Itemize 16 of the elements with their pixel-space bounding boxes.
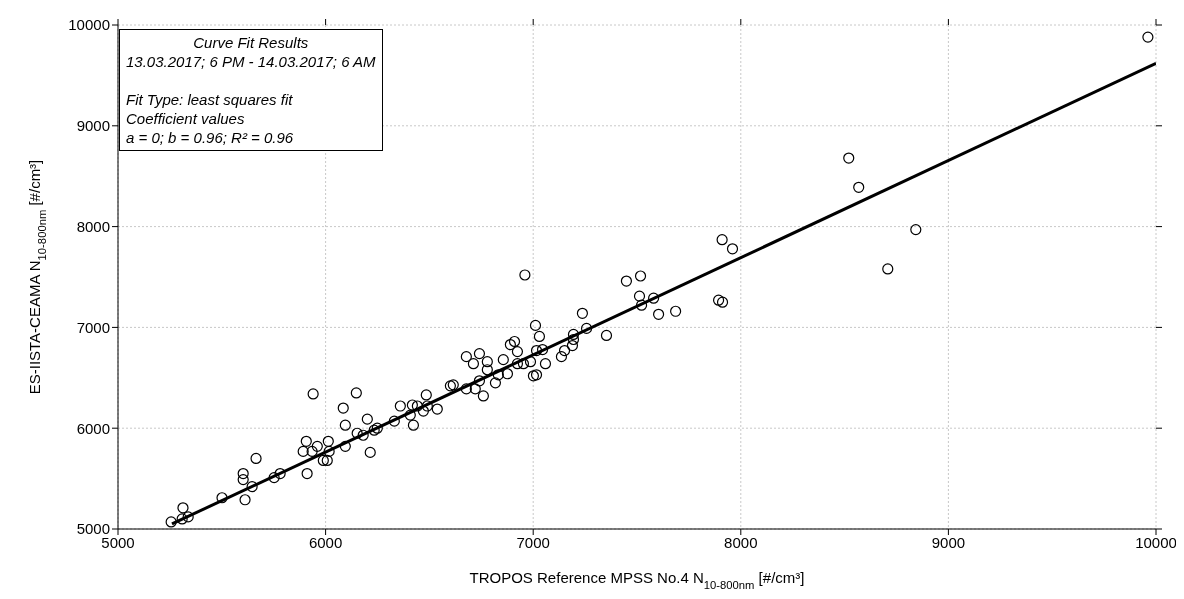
x-tick-label: 10000 — [1135, 533, 1177, 551]
x-tick-label: 8000 — [724, 533, 758, 551]
annotation: Coefficient values — [126, 109, 246, 128]
annotation: Fit Type: least squares fit — [126, 90, 294, 109]
y-tick-label: 9000 — [76, 117, 110, 135]
annotation: 13.03.2017; 6 PM - 14.03.2017; 6 AM — [126, 52, 376, 71]
x-tick-label: 6000 — [308, 533, 343, 551]
x-tick-label: 9000 — [931, 533, 966, 551]
x-axis-title: TROPOS Reference MPSS No.4 N$_{10-800nm}$ [#/cm³] — [469, 569, 805, 591]
annotation: Curve Fit Results — [192, 33, 310, 52]
y-tick-label: 7000 — [76, 318, 110, 336]
y-tick-label: 10000 — [68, 16, 110, 34]
annotation: a = 0; b = 0.96; R² = 0.96 — [126, 128, 295, 147]
x-tick-label: 7000 — [516, 533, 550, 551]
y-tick-label: 6000 — [76, 419, 110, 437]
y-tick-label: 8000 — [76, 217, 110, 235]
